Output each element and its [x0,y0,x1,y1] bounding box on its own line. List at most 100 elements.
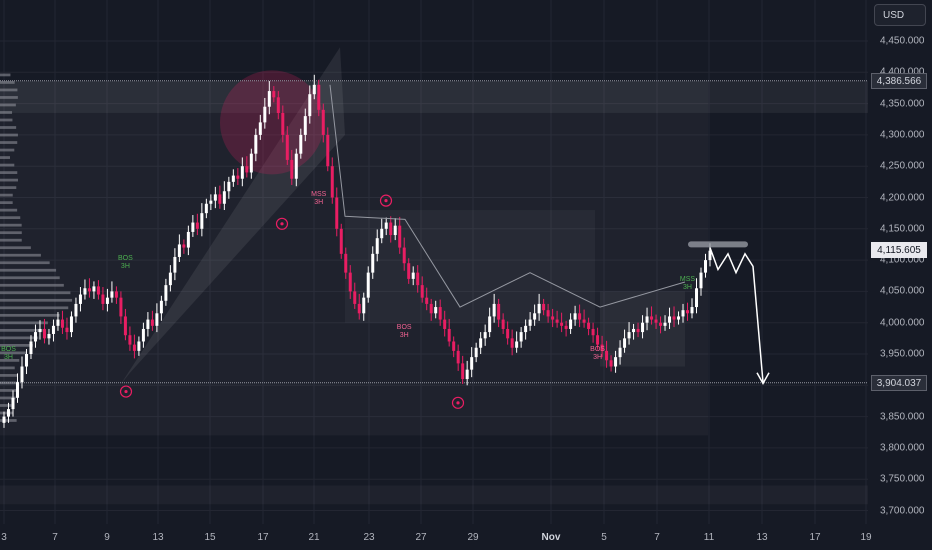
candle-body [551,316,555,320]
candle-body [375,238,379,254]
volume-profile-bar [0,321,48,325]
price-tick-label: 4,150.000 [880,223,925,235]
candle-body [582,319,586,323]
candle-body [119,297,123,317]
candle-body [497,303,501,320]
time-tick-label: 17 [257,532,269,543]
candle-body [573,313,577,320]
volume-profile-bar [0,73,11,77]
time-tick-label: Nov [541,532,561,543]
volume-profile-bar [0,283,64,287]
currency-button[interactable]: USD [874,4,926,26]
volume-profile-bar [0,201,13,205]
candle-body [42,328,46,339]
time-axis[interactable]: 3 7 9 13 15 17 21 23 27 29 Nov 5 7 11 13 17 19 [0,524,872,550]
time-tick-label: 7 [654,532,660,543]
volume-profile-bar [0,216,21,220]
annotation-label: BOS 3H [590,346,605,362]
volume-profile-bar [0,223,22,227]
volume-profile-bar [0,193,13,197]
volume-profile-bar [0,246,31,250]
volume-profile-bar [0,374,18,377]
candle-body [60,319,64,328]
annotation-label: MSS 3H [680,276,695,292]
candle-body [438,307,442,320]
candle-body [416,272,420,286]
volume-profile-bar [0,81,15,84]
candle-body [672,316,676,320]
annotation-timeframe: 3H [314,198,324,206]
candle-body [204,203,208,214]
candle-body [663,322,667,326]
candle-body [461,363,465,380]
candle-body [645,316,649,323]
candle-body [641,322,645,333]
candle-body [209,200,213,204]
candle-body [362,297,366,314]
volume-profile-bar [0,238,22,242]
annotation-label: MSS 3H [311,191,326,207]
candle-body [272,91,276,98]
price-axis[interactable]: 4,450.000 4,400.000 4,350.000 4,300.000 4,25… [868,0,932,524]
candle-body [281,112,285,135]
candle-body [537,303,541,314]
price-tick-label: 4,050.000 [880,285,925,297]
candle-body [33,332,37,342]
chart-plot-area[interactable]: BOS 3H MSS 3H BOS 3H BOS 3H MSS 3H BOS 3H [0,0,868,524]
candle-body [227,181,231,192]
volume-profile-bar [0,186,17,189]
candle-body [56,319,60,326]
annotation-type: BOS [396,324,412,332]
time-tick-label: 21 [308,532,320,543]
candle-body [330,166,334,198]
candle-body [200,213,204,229]
candle-body [614,357,618,367]
volume-profile-bar [0,253,41,257]
candle-body [290,159,294,179]
annotation-type: MSS [679,275,696,283]
candle-body [591,328,595,336]
annotation-timeframe: 3H [4,354,13,361]
volume-profile-bar [0,96,18,99]
candle-body [686,310,690,314]
candle-body [74,303,78,317]
candle-body [555,319,559,323]
candle-body [479,338,483,348]
candle-body [353,291,357,304]
candle-body [618,347,622,358]
candle-body [654,319,658,323]
candle-body [146,319,150,329]
candle-body [668,316,672,323]
candle-body [6,409,10,417]
supply-zone [0,81,868,113]
volume-profile-bar [0,411,14,415]
candle-body [177,244,181,257]
candle-body [447,328,451,342]
candle-body [690,307,694,314]
price-tick-label: 4,250.000 [880,160,925,172]
time-tick-label: 3 [1,532,7,543]
candle-body [470,357,474,370]
time-tick-label: 9 [104,532,110,543]
candle-body [123,316,127,336]
volume-profile-bar [0,148,15,152]
volume-profile-bar [0,389,19,392]
volume-profile-bar [0,103,16,107]
target-marker-icon [379,194,393,207]
volume-profile-bar [0,126,17,129]
candle-body [83,288,87,295]
candle-body [105,297,109,304]
candle-body [294,153,298,179]
target-marker-dot [456,401,460,405]
candle-body [213,194,217,201]
time-tick-label: 13 [756,532,768,543]
candle-body [357,303,361,314]
candle-body [137,341,141,351]
candlestick-chart[interactable] [0,0,868,524]
candle-body [510,338,514,348]
candle-body [609,360,613,367]
target-marker-dot [124,389,128,394]
candle-body [425,297,429,304]
candle-body [398,225,402,248]
candle-body [326,134,330,167]
